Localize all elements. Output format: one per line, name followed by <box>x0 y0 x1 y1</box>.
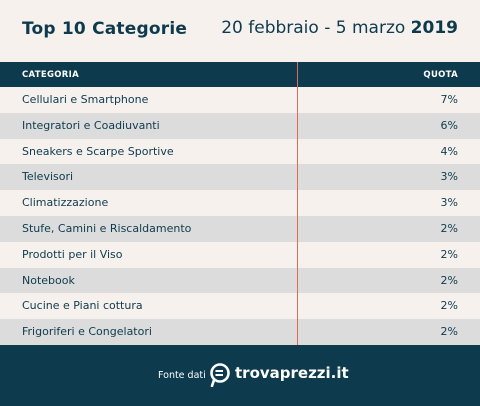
table-row: Frigoriferi e Congelatori 2% <box>0 319 480 345</box>
category-cell: Sneakers e Scarpe Sportive <box>22 144 174 158</box>
table-row: Televisori 3% <box>0 164 480 191</box>
table-header: CATEGORIA QUOTA <box>0 62 480 87</box>
category-cell: Notebook <box>22 273 75 287</box>
share-cell: 2% <box>440 299 458 313</box>
share-cell: 2% <box>440 325 458 339</box>
trovaprezzi-logo-icon <box>210 363 230 387</box>
category-cell: Cellulari e Smartphone <box>22 93 149 106</box>
table-row: Cellulari e Smartphone 7% <box>0 87 480 113</box>
table-row: Cucine e Piani cottura 2% <box>0 293 480 320</box>
table-row: Climatizzazione 3% <box>0 190 480 216</box>
category-cell: Climatizzazione <box>22 196 109 210</box>
source-label: Fonte dati <box>158 370 206 381</box>
table-row: Notebook 2% <box>0 267 480 294</box>
table-row: Stufe, Camini e Riscaldamento 2% <box>0 215 480 242</box>
category-cell: Prodotti per il Viso <box>22 247 123 261</box>
page-title: Top 10 Categorie <box>22 19 188 39</box>
share-cell: 2% <box>440 273 458 287</box>
share-cell: 4% <box>440 144 458 158</box>
column-header-category: CATEGORIA <box>22 70 79 80</box>
date-range-text: 20 febbraio - 5 marzo <box>221 18 406 38</box>
share-cell: 2% <box>440 247 458 261</box>
footer: Fonte dati trovaprezzi.it <box>0 345 480 406</box>
header: Top 10 Categorie 20 febbraio - 5 marzo 2… <box>0 0 480 62</box>
share-cell: 3% <box>440 196 458 210</box>
table-row: Sneakers e Scarpe Sportive 4% <box>0 138 480 165</box>
share-cell: 7% <box>440 93 458 106</box>
column-header-share: QUOTA <box>423 70 458 80</box>
category-cell: Televisori <box>22 170 74 184</box>
table-body: Cellulari e Smartphone 7% Integratori e Co… <box>0 87 480 345</box>
category-cell: Integratori e Coadiuvanti <box>22 118 160 132</box>
share-cell: 2% <box>440 221 458 235</box>
date-range-year: 2019 <box>410 18 458 38</box>
table-row: Prodotti per il Viso 2% <box>0 241 480 268</box>
column-divider <box>297 62 298 345</box>
table-row: Integratori e Coadiuvanti 6% <box>0 112 480 139</box>
share-cell: 3% <box>440 170 458 184</box>
category-cell: Cucine e Piani cottura <box>22 299 143 313</box>
brand-name: trovaprezzi.it <box>235 364 349 382</box>
date-range: 20 febbraio - 5 marzo 2019 <box>221 18 458 38</box>
category-cell: Frigoriferi e Congelatori <box>22 325 152 339</box>
category-cell: Stufe, Camini e Riscaldamento <box>22 221 192 235</box>
share-cell: 6% <box>440 118 458 132</box>
